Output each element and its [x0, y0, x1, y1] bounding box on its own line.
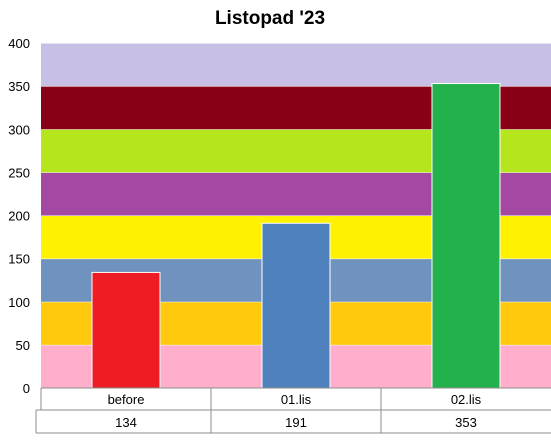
value-label: 191	[285, 415, 307, 430]
value-label: 353	[455, 415, 477, 430]
chart-title: Listopad '23	[215, 8, 325, 29]
value-label: 134	[115, 415, 137, 430]
category-label: 02.lis	[451, 392, 482, 407]
bar	[261, 222, 331, 389]
y-tick-label: 300	[8, 122, 30, 137]
y-tick-label: 200	[8, 209, 30, 224]
y-axis: 0 50 100 150 200 250 300 350 400	[8, 36, 30, 396]
bar	[91, 271, 161, 389]
background-band	[41, 43, 551, 87]
y-tick-label: 50	[16, 338, 30, 353]
y-tick-label: 100	[8, 295, 30, 310]
category-label: 01.lis	[281, 392, 312, 407]
y-tick-label: 400	[8, 36, 30, 51]
y-tick-label: 0	[23, 381, 30, 396]
category-label: before	[108, 392, 145, 407]
y-tick-label: 350	[8, 79, 30, 94]
data-table: before 134 01.lis 191 02.lis 353	[35, 387, 551, 434]
y-tick-label: 250	[8, 165, 30, 180]
y-tick-label: 150	[8, 252, 30, 267]
bar	[431, 83, 501, 389]
bars	[91, 83, 501, 389]
